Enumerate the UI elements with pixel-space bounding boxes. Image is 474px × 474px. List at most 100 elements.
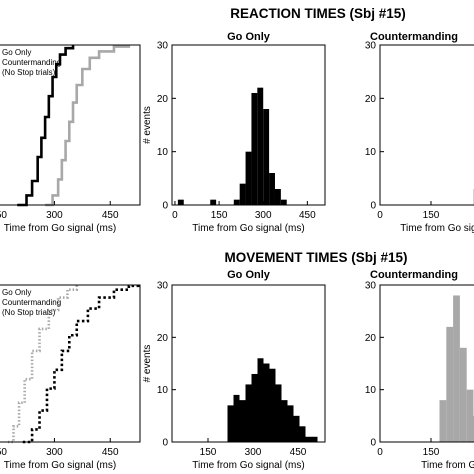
y-tick-label: 20 [157,333,169,344]
legend-entry: (No Stop trials) [2,308,56,317]
axes-frame [0,44,141,206]
histogram-bar [263,109,270,205]
x-axis-label: Time from Go signal (ms) [192,223,304,234]
panel-rt_cm_hist: 01503000102030Time from Go signal (ms)Co… [365,31,474,234]
axes-frame [171,44,326,206]
histogram-bar [233,394,240,442]
panel-title: Countermanding [370,31,458,43]
histogram-bar [245,151,252,205]
histogram-bar [305,436,312,442]
histogram-bar [210,199,217,205]
panel-rt_go_hist: 0 150 300 450 0 10 20 30 Time from Go signal (ms… [142,31,326,234]
histogram-bar [269,368,276,442]
histogram-bar [274,189,281,205]
x-tick-label: 450 [290,447,307,458]
x-tick-label: 450 [102,447,119,458]
histogram-bar [233,199,240,205]
x-tick-label: 150 [0,210,7,221]
panel-title: Go Only [227,31,271,43]
histogram-bar [269,173,275,205]
x-tick-label: 150 [0,447,7,458]
histogram-bar [293,415,300,442]
x-tick-label: 450 [299,210,316,221]
x-tick-label: 300 [46,447,63,458]
y-tick-label: 0 [370,201,376,212]
legend-entry: Go Only [2,288,31,297]
histogram-bar [257,358,264,442]
y-tick-label: 10 [365,147,377,158]
histogram-bar [281,400,288,442]
histogram-bar [251,373,258,442]
x-tick-label: 450 [102,210,119,221]
y-tick-label: 30 [365,41,377,52]
histogram-bar [251,93,258,205]
y-tick-label: 20 [157,94,169,105]
axes-frame [379,284,474,443]
y-tick-label: 0 [370,438,376,449]
panel-mt_cm_hist: 01503000102030Time from Go siCountermand… [365,269,474,471]
histogram-bar [245,384,252,442]
y-tick-label: 10 [157,147,169,158]
legend-entry: (No Stop trials) [2,68,56,77]
x-tick-label: 0 [377,210,383,221]
x-tick-label: 150 [423,447,440,458]
y-tick-label: 20 [365,94,377,105]
axes-frame [0,284,141,443]
x-tick-label: 150 [200,447,217,458]
histogram-bar [311,436,318,442]
x-axis-label: Time from Go signal (ms) [192,460,304,471]
panel-title: Countermanding [370,269,458,281]
histogram-bar [177,199,184,205]
x-axis-label: Time from Go signal (ms) [4,223,116,234]
panel-title: Go Only [227,269,271,281]
x-axis-label: Time from Go si [421,460,474,471]
histogram-bar [299,426,306,442]
y-tick-label: 30 [365,281,377,292]
section-title-movement: MOVEMENT TIMES (Sbj #15) [224,250,407,265]
histogram-bar [280,199,287,205]
legend-entry: Countermanding [2,58,61,67]
histogram-bar [439,400,447,442]
x-tick-label: 150 [211,210,228,221]
histogram-bar [263,363,270,442]
histogram-bar [446,326,454,442]
y-tick-label: 0 [162,201,168,212]
histogram-bar [227,405,234,442]
histogram-bar [239,400,246,442]
x-tick-label: 0 [172,210,178,221]
y-axis-label: # events [142,345,153,383]
y-tick-label: 0 [162,438,168,449]
y-tick-label: 20 [365,333,377,344]
y-tick-label: 10 [365,385,377,396]
x-tick-label: 300 [255,210,272,221]
x-tick-label: 0 [377,447,383,458]
x-tick-label: 300 [46,210,63,221]
cdf-line-go-only [17,45,75,207]
histogram-bar [466,389,474,442]
y-tick-label: 30 [157,281,169,292]
section-title-reaction: REACTION TIMES (Sbj #15) [230,6,406,21]
legend-entry: Countermanding [2,298,61,307]
y-tick-label: 30 [157,41,169,52]
panel-mt_go_hist: 150 300 450 0 10 20 30 Time from Go signal (ms)… [142,269,326,471]
cdf-line-countermanding [45,45,131,207]
axes-frame [379,44,474,206]
x-tick-label: 150 [423,210,440,221]
cdf-line-countermanding [7,285,79,444]
x-tick-label: 300 [245,447,262,458]
y-axis-label: # events [142,106,153,144]
histogram-bar [453,295,460,442]
histogram-bar [275,384,282,442]
histogram-bar [459,347,467,442]
axes-frame [171,284,326,443]
histogram-bar [239,183,246,205]
x-axis-label: Time from Go signal (ms) [400,223,474,234]
histogram-bar [287,405,294,442]
x-axis-label: Time from Go signal (ms) [4,460,116,471]
histogram-bar [257,87,264,205]
legend-entry: Go Only [2,48,31,57]
y-tick-label: 10 [157,385,169,396]
